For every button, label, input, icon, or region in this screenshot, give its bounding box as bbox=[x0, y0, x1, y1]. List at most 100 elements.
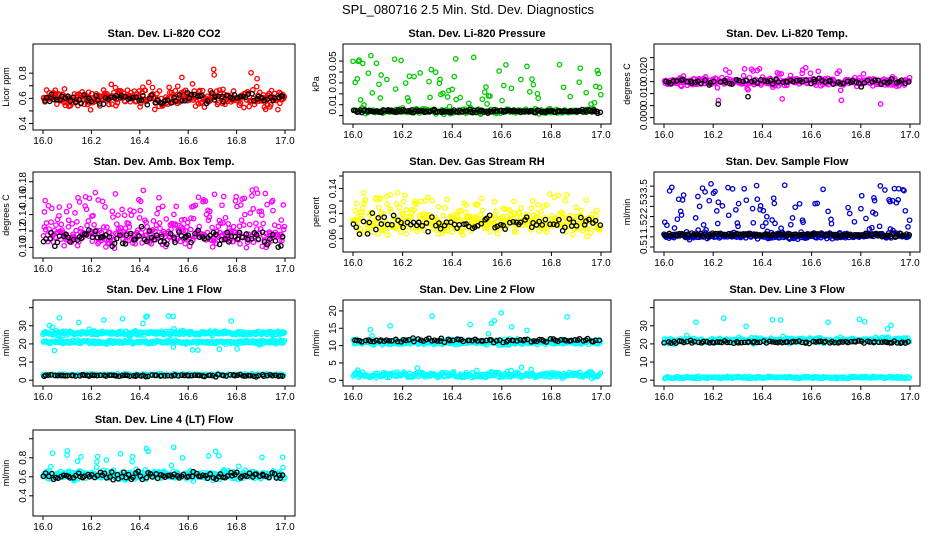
data-point-main bbox=[583, 89, 590, 96]
data-point-band_upper bbox=[429, 313, 435, 320]
data-point-main bbox=[702, 73, 709, 80]
data-point-main bbox=[487, 228, 494, 235]
data-point-main bbox=[76, 199, 83, 205]
y-tick-label: 20 bbox=[639, 338, 650, 350]
data-point-main bbox=[92, 189, 99, 196]
data-point-black bbox=[179, 97, 185, 104]
x-tick-label: 16.8 bbox=[227, 136, 247, 147]
data-point-band_upper bbox=[861, 318, 868, 325]
data-point-main bbox=[270, 207, 276, 214]
panel-4: Stan. Dev. Amb. Box Temp.degrees C16.0 16… bbox=[1, 156, 296, 275]
data-point-main bbox=[262, 190, 269, 197]
data-point-main bbox=[262, 106, 269, 113]
data-point-band_upper bbox=[56, 314, 63, 321]
plot-frame bbox=[342, 43, 612, 125]
data-point-main bbox=[249, 193, 255, 199]
data-point-band_upper bbox=[524, 327, 530, 334]
data-point-main bbox=[729, 186, 736, 192]
data-point-main bbox=[494, 230, 501, 237]
x-tick-label: 16.6 bbox=[802, 258, 822, 269]
x-tick-label: 16.4 bbox=[130, 264, 150, 275]
data-point-main bbox=[560, 84, 567, 91]
data-point-main bbox=[222, 214, 229, 221]
data-point-main bbox=[535, 95, 542, 102]
data-point-main bbox=[725, 212, 732, 219]
data-point-main bbox=[359, 60, 366, 67]
data-point-black bbox=[898, 77, 905, 84]
data-point-main bbox=[110, 214, 116, 220]
data-point-band_lower bbox=[189, 347, 196, 353]
data-point-main bbox=[743, 197, 750, 204]
data-point-main bbox=[714, 84, 721, 91]
data-point-main bbox=[56, 204, 63, 210]
x-tick-label: 16.8 bbox=[851, 392, 871, 403]
data-point-black bbox=[764, 78, 771, 85]
data-point-main bbox=[449, 229, 456, 235]
data-point-black bbox=[670, 78, 677, 84]
data-point-main bbox=[151, 106, 158, 113]
data-point-main bbox=[368, 52, 374, 59]
y-tick-label: 3.5 bbox=[639, 179, 650, 193]
data-point-main bbox=[253, 220, 259, 227]
data-point-main bbox=[41, 209, 48, 215]
plot-title: Stan. Dev. Line 1 Flow bbox=[106, 284, 222, 296]
data-point-main bbox=[700, 222, 707, 228]
data-point-main bbox=[594, 67, 601, 74]
data-point-main bbox=[427, 94, 433, 101]
data-point-black bbox=[188, 91, 195, 98]
data-point-main bbox=[851, 218, 858, 225]
data-point-main bbox=[394, 189, 401, 196]
data-point-band_upper bbox=[75, 319, 82, 326]
data-point-main bbox=[350, 58, 356, 65]
data-point-main bbox=[137, 207, 144, 214]
data-point-main bbox=[530, 81, 537, 88]
x-tick-label: 16.2 bbox=[82, 392, 102, 403]
data-point-black bbox=[740, 78, 746, 85]
data-point-main bbox=[807, 70, 814, 77]
data-point-black bbox=[176, 92, 183, 98]
data-point-main bbox=[216, 87, 223, 93]
y-tick-label: 0.10 bbox=[328, 203, 339, 223]
data-point-main bbox=[534, 90, 541, 97]
data-point-main bbox=[595, 70, 602, 77]
data-point-band_lower bbox=[216, 346, 223, 353]
x-tick-label: 16.8 bbox=[542, 392, 562, 403]
data-point-main bbox=[561, 197, 568, 204]
data-point-main bbox=[787, 221, 794, 228]
data-point-black bbox=[754, 80, 761, 87]
data-point-main bbox=[491, 199, 498, 205]
data-point-main bbox=[411, 73, 417, 80]
data-point-main bbox=[740, 80, 746, 87]
data-point-black bbox=[745, 93, 751, 100]
data-point-black bbox=[138, 97, 145, 104]
data-point-black bbox=[102, 95, 109, 101]
plot-title: Stan. Dev. Li-820 CO2 bbox=[108, 28, 221, 40]
plot-frame bbox=[32, 43, 296, 131]
data-point-main bbox=[56, 212, 62, 219]
data-point-band_bottom bbox=[518, 364, 525, 371]
data-point-main bbox=[246, 103, 253, 110]
data-point-main bbox=[510, 198, 517, 205]
data-point-main bbox=[863, 215, 869, 222]
data-point-main bbox=[845, 204, 851, 211]
data-point-main bbox=[429, 197, 435, 204]
data-point-black bbox=[113, 92, 119, 99]
data-point-main bbox=[796, 200, 803, 207]
y-tick-label: 0.8 bbox=[18, 66, 29, 80]
x-tick-label: 16.2 bbox=[393, 130, 413, 141]
data-point-main bbox=[770, 195, 777, 202]
data-point-main bbox=[756, 65, 763, 72]
x-tick-label: 16.2 bbox=[82, 522, 102, 533]
data-point-main bbox=[573, 204, 579, 211]
data-point-main bbox=[238, 217, 245, 224]
data-point-main bbox=[741, 185, 748, 192]
plot-title: Stan. Dev. Line 2 Flow bbox=[419, 284, 535, 296]
data-point-main bbox=[69, 221, 76, 227]
y-tick-label: 0.4 bbox=[18, 488, 29, 502]
x-tick-label: 16.6 bbox=[802, 392, 822, 403]
data-point-black bbox=[231, 92, 238, 98]
data-point-band_upper bbox=[485, 330, 492, 337]
data-point-black bbox=[53, 96, 60, 103]
data-point-black bbox=[48, 91, 55, 98]
plot-title: Stan. Dev. Line 3 Flow bbox=[729, 284, 845, 296]
